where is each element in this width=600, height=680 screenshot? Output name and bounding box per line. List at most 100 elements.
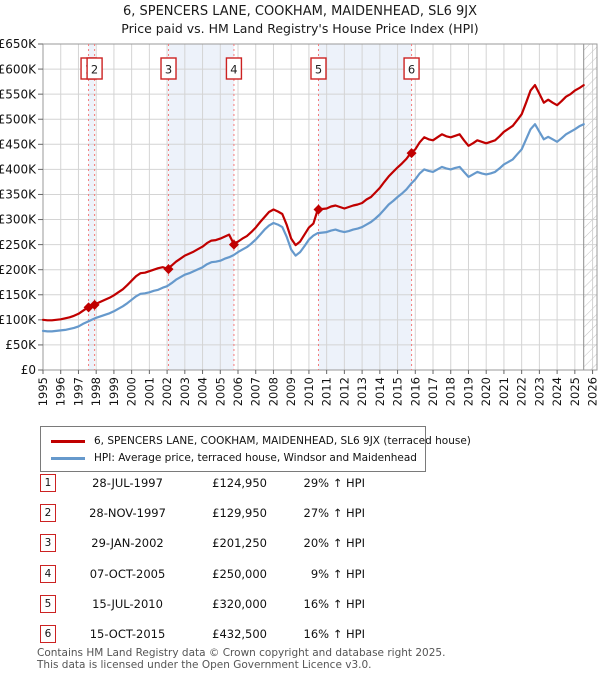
transaction-row: 6 15-OCT-2015 £432,500 16% ↑ HPI [40, 625, 380, 649]
x-tick-label: 1995 [36, 377, 50, 406]
transaction-hpi-delta: 16% ↑ HPI [303, 627, 365, 641]
y-tick-label: £650K [0, 37, 37, 51]
transaction-date: 15-JUL-2010 [92, 596, 163, 611]
page-title: 6, SPENCERS LANE, COOKHAM, MAIDENHEAD, S… [122, 4, 478, 19]
sale-marker-diamond [228, 239, 239, 250]
legend-label: HPI: Average price, terraced house, Wind… [94, 452, 417, 464]
x-tick-label: 2003 [178, 377, 192, 406]
y-tick-label: £500K [0, 112, 37, 126]
x-tick-label: 2005 [213, 377, 227, 406]
y-tick-label: £300K [0, 213, 37, 227]
x-tick-label: 2002 [160, 377, 174, 406]
transaction-price: £432,500 [212, 627, 267, 641]
x-tick-label: 2019 [461, 377, 475, 406]
x-tick-label: 2011 [320, 377, 334, 406]
x-tick-label: 2018 [444, 377, 458, 406]
x-tick-label: 2025 [568, 377, 582, 406]
price-chart: £0 £50K £100K £150K £200K £250K £300K £350K £400… [0, 37, 600, 406]
hpi-line-swatch [51, 456, 85, 460]
x-tick-label: 2017 [426, 377, 440, 406]
hpi-line [41, 123, 585, 333]
y-tick-label: £600K [0, 62, 37, 76]
transaction-number: 4 [40, 564, 56, 583]
transaction-price: £129,950 [212, 506, 267, 521]
transaction-hpi-delta: 27% ↑ HPI [303, 506, 365, 521]
sale-badge-box [225, 57, 243, 80]
transaction-number: 6 [40, 625, 56, 643]
x-tick-label: 1997 [71, 377, 85, 406]
transaction-hpi-delta: 29% ↑ HPI [303, 476, 365, 490]
x-tick-label: 2006 [231, 377, 245, 406]
x-tick-label: 2015 [391, 377, 405, 406]
x-tick-label: 2010 [302, 377, 316, 406]
transaction-hpi-delta: 16% ↑ HPI [303, 596, 365, 611]
transaction-date: 28-NOV-1997 [89, 506, 166, 521]
sale-marker-diamond [163, 264, 174, 275]
transaction-row: 5 15-JUL-2010 £320,000 16% ↑ HPI [40, 594, 380, 619]
sale-badge-number: 5 [315, 63, 322, 77]
plot-border [42, 43, 598, 371]
x-tick-label: 2007 [249, 377, 263, 406]
transaction-date: 28-JUL-1997 [92, 476, 163, 490]
transaction-price: £250,000 [212, 566, 267, 581]
transaction-hpi-delta: 9% ↑ HPI [310, 566, 365, 581]
sale-marker-diamond [89, 299, 100, 310]
price-paid-line [41, 83, 585, 322]
transaction-number: 2 [40, 504, 56, 523]
sale-badge-box [86, 57, 103, 80]
transaction-date: 29-JAN-2002 [91, 536, 164, 551]
sale-marker-diamond [313, 204, 324, 215]
y-tick-label: £100K [0, 313, 37, 327]
x-tick-label: 2009 [284, 377, 298, 406]
footer-line1: Contains HM Land Registry data © Crown c… [37, 647, 446, 659]
ownership-band [318, 44, 412, 370]
y-tick-label: £400K [0, 163, 37, 177]
sale-badge-number: 4 [230, 63, 237, 77]
ownership-band [88, 44, 95, 370]
x-tick-label: 2001 [142, 377, 156, 406]
ownership-band [168, 44, 234, 370]
y-tick-label: £50K [5, 338, 37, 352]
transaction-number: 5 [40, 594, 56, 613]
legend-item-price-paid: 6, SPENCERS LANE, COOKHAM, MAIDENHEAD, S… [51, 433, 471, 449]
sale-badge-number: 6 [408, 63, 415, 77]
transaction-row: 1 28-JUL-1997 £124,950 29% ↑ HPI [40, 474, 380, 498]
transaction-number: 3 [40, 534, 56, 553]
x-tick-label: 1996 [54, 377, 68, 406]
x-tick-label: 2012 [337, 377, 351, 406]
sale-badge-number: 3 [165, 63, 172, 77]
y-tick-label: £450K [0, 138, 37, 152]
x-tick-label: 2008 [266, 377, 280, 406]
x-tick-label: 2013 [355, 377, 369, 406]
transaction-hpi-delta: 20% ↑ HPI [303, 536, 365, 551]
sale-badge-box [160, 57, 177, 80]
y-tick-label: £250K [0, 238, 37, 252]
x-tick-label: 2021 [497, 377, 511, 406]
transaction-row: 3 29-JAN-2002 £201,250 20% ↑ HPI [40, 534, 380, 558]
transaction-row: 4 07-OCT-2005 £250,000 9% ↑ HPI [40, 564, 380, 589]
page-subtitle: Price paid vs. HM Land Registry's House … [121, 21, 479, 36]
y-tick-label: £200K [0, 263, 37, 277]
x-tick-label: 2004 [196, 377, 210, 406]
future-hatch-zone [583, 44, 597, 370]
chart-legend: 6, SPENCERS LANE, COOKHAM, MAIDENHEAD, S… [40, 426, 471, 472]
transaction-price: £124,950 [212, 476, 267, 490]
x-tick-label: 1998 [89, 377, 103, 406]
x-tick-label: 2023 [532, 377, 546, 406]
transaction-date: 07-OCT-2005 [89, 566, 166, 581]
y-tick-label: £550K [0, 87, 37, 101]
y-tick-label: £150K [0, 288, 37, 302]
legend-label: 6, SPENCERS LANE, COOKHAM, MAIDENHEAD, S… [94, 435, 471, 447]
sale-badge-number: 2 [91, 63, 98, 77]
sale-badge-box [310, 57, 327, 80]
price-paid-line-swatch [51, 439, 85, 443]
x-tick-label: 2020 [479, 377, 493, 406]
y-tick-label: £350K [0, 188, 37, 202]
x-tick-label: 2024 [550, 377, 564, 406]
footer: Contains HM Land Registry data © Crown c… [37, 647, 446, 671]
sale-marker-diamond [406, 148, 417, 159]
transaction-price: £320,000 [212, 596, 267, 611]
legend-item-hpi: HPI: Average price, terraced house, Wind… [51, 450, 425, 466]
x-tick-label: 2026 [586, 377, 600, 406]
